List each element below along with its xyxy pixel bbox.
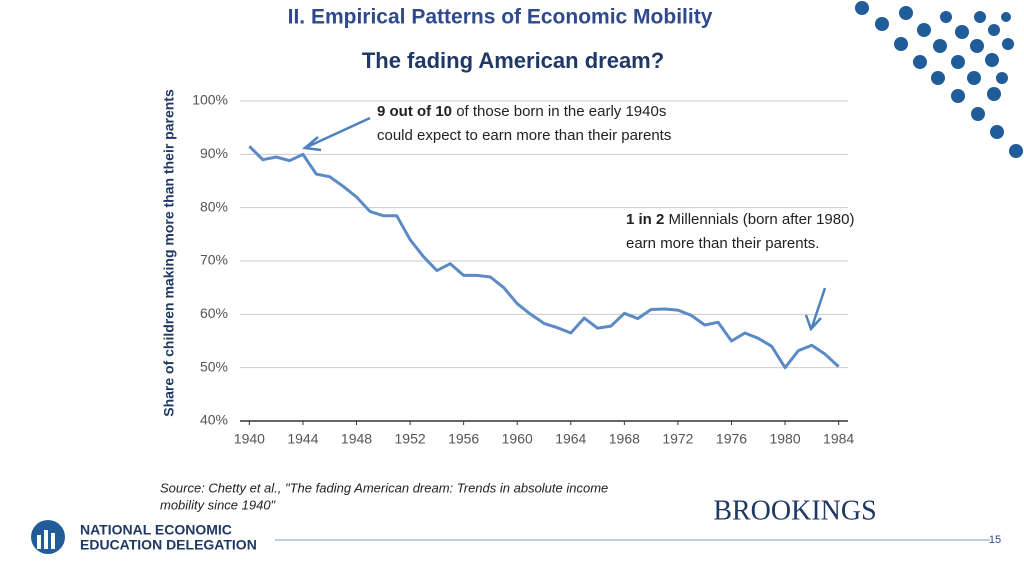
chart-title: The fading American dream? bbox=[362, 48, 664, 73]
plot: 40% 50% 60% 70% 80% 90% 100% 1940 1944 1948 1952 19… bbox=[192, 92, 854, 447]
y-tick-label: 60% bbox=[200, 305, 228, 321]
x-tick-label: 1972 bbox=[662, 431, 693, 447]
y-axis-label: Share of children making more than their… bbox=[161, 89, 177, 417]
data-line bbox=[248, 145, 840, 370]
y-tick-label: 80% bbox=[200, 198, 228, 214]
annotation-text: could expect to earn more than their par… bbox=[377, 127, 671, 144]
brand-logo: BROOKINGS bbox=[713, 495, 876, 526]
y-tick-label: 100% bbox=[192, 92, 228, 108]
annotation: 1 in 2 Millennials (born after 1980) bbox=[626, 211, 854, 228]
org-name: EDUCATION DELEGATION bbox=[80, 537, 257, 553]
annotation-text: Millennials (born after 1980) bbox=[669, 211, 855, 228]
arrow bbox=[302, 116, 827, 332]
x-tick-label: 1960 bbox=[502, 431, 533, 447]
x-tick-label: 1984 bbox=[823, 431, 854, 447]
x-tick-label: 1964 bbox=[555, 431, 586, 447]
x-tick-label: 1952 bbox=[395, 431, 426, 447]
y-tick-label: 70% bbox=[200, 252, 228, 268]
y-tick-label: 40% bbox=[200, 412, 228, 428]
x-tick-label: 1940 bbox=[234, 431, 265, 447]
annotation: 9 out of 10 of those born in the early 1… bbox=[377, 103, 666, 120]
x-tick-label: 1980 bbox=[769, 431, 800, 447]
org-logo-icon bbox=[31, 520, 65, 554]
org-name: NATIONAL ECONOMIC bbox=[80, 522, 232, 538]
annotation-text: earn more than their parents. bbox=[626, 235, 819, 252]
x-tick-label: 1944 bbox=[287, 431, 318, 447]
annotation-bold: 1 in 2 bbox=[626, 211, 664, 228]
x-tick-label: 1948 bbox=[341, 431, 372, 447]
x-tick-label: 1956 bbox=[448, 431, 479, 447]
dot-pattern bbox=[855, 1, 1023, 158]
source: Source: Chetty et al., "The fading Ameri… bbox=[160, 480, 608, 495]
annotation-bold: 9 out of 10 bbox=[377, 103, 452, 120]
y-tick-label: 90% bbox=[200, 145, 228, 161]
x-tick-label: 1976 bbox=[716, 431, 747, 447]
y-tick-label: 50% bbox=[200, 358, 228, 374]
x-tick-label: 1968 bbox=[609, 431, 640, 447]
annotation-text: of those born in the early 1940s bbox=[456, 103, 666, 120]
page-number: 15 bbox=[989, 534, 1001, 546]
slide-title: II. Empirical Patterns of Economic Mobil… bbox=[288, 6, 713, 29]
source: mobility since 1940" bbox=[160, 497, 277, 512]
